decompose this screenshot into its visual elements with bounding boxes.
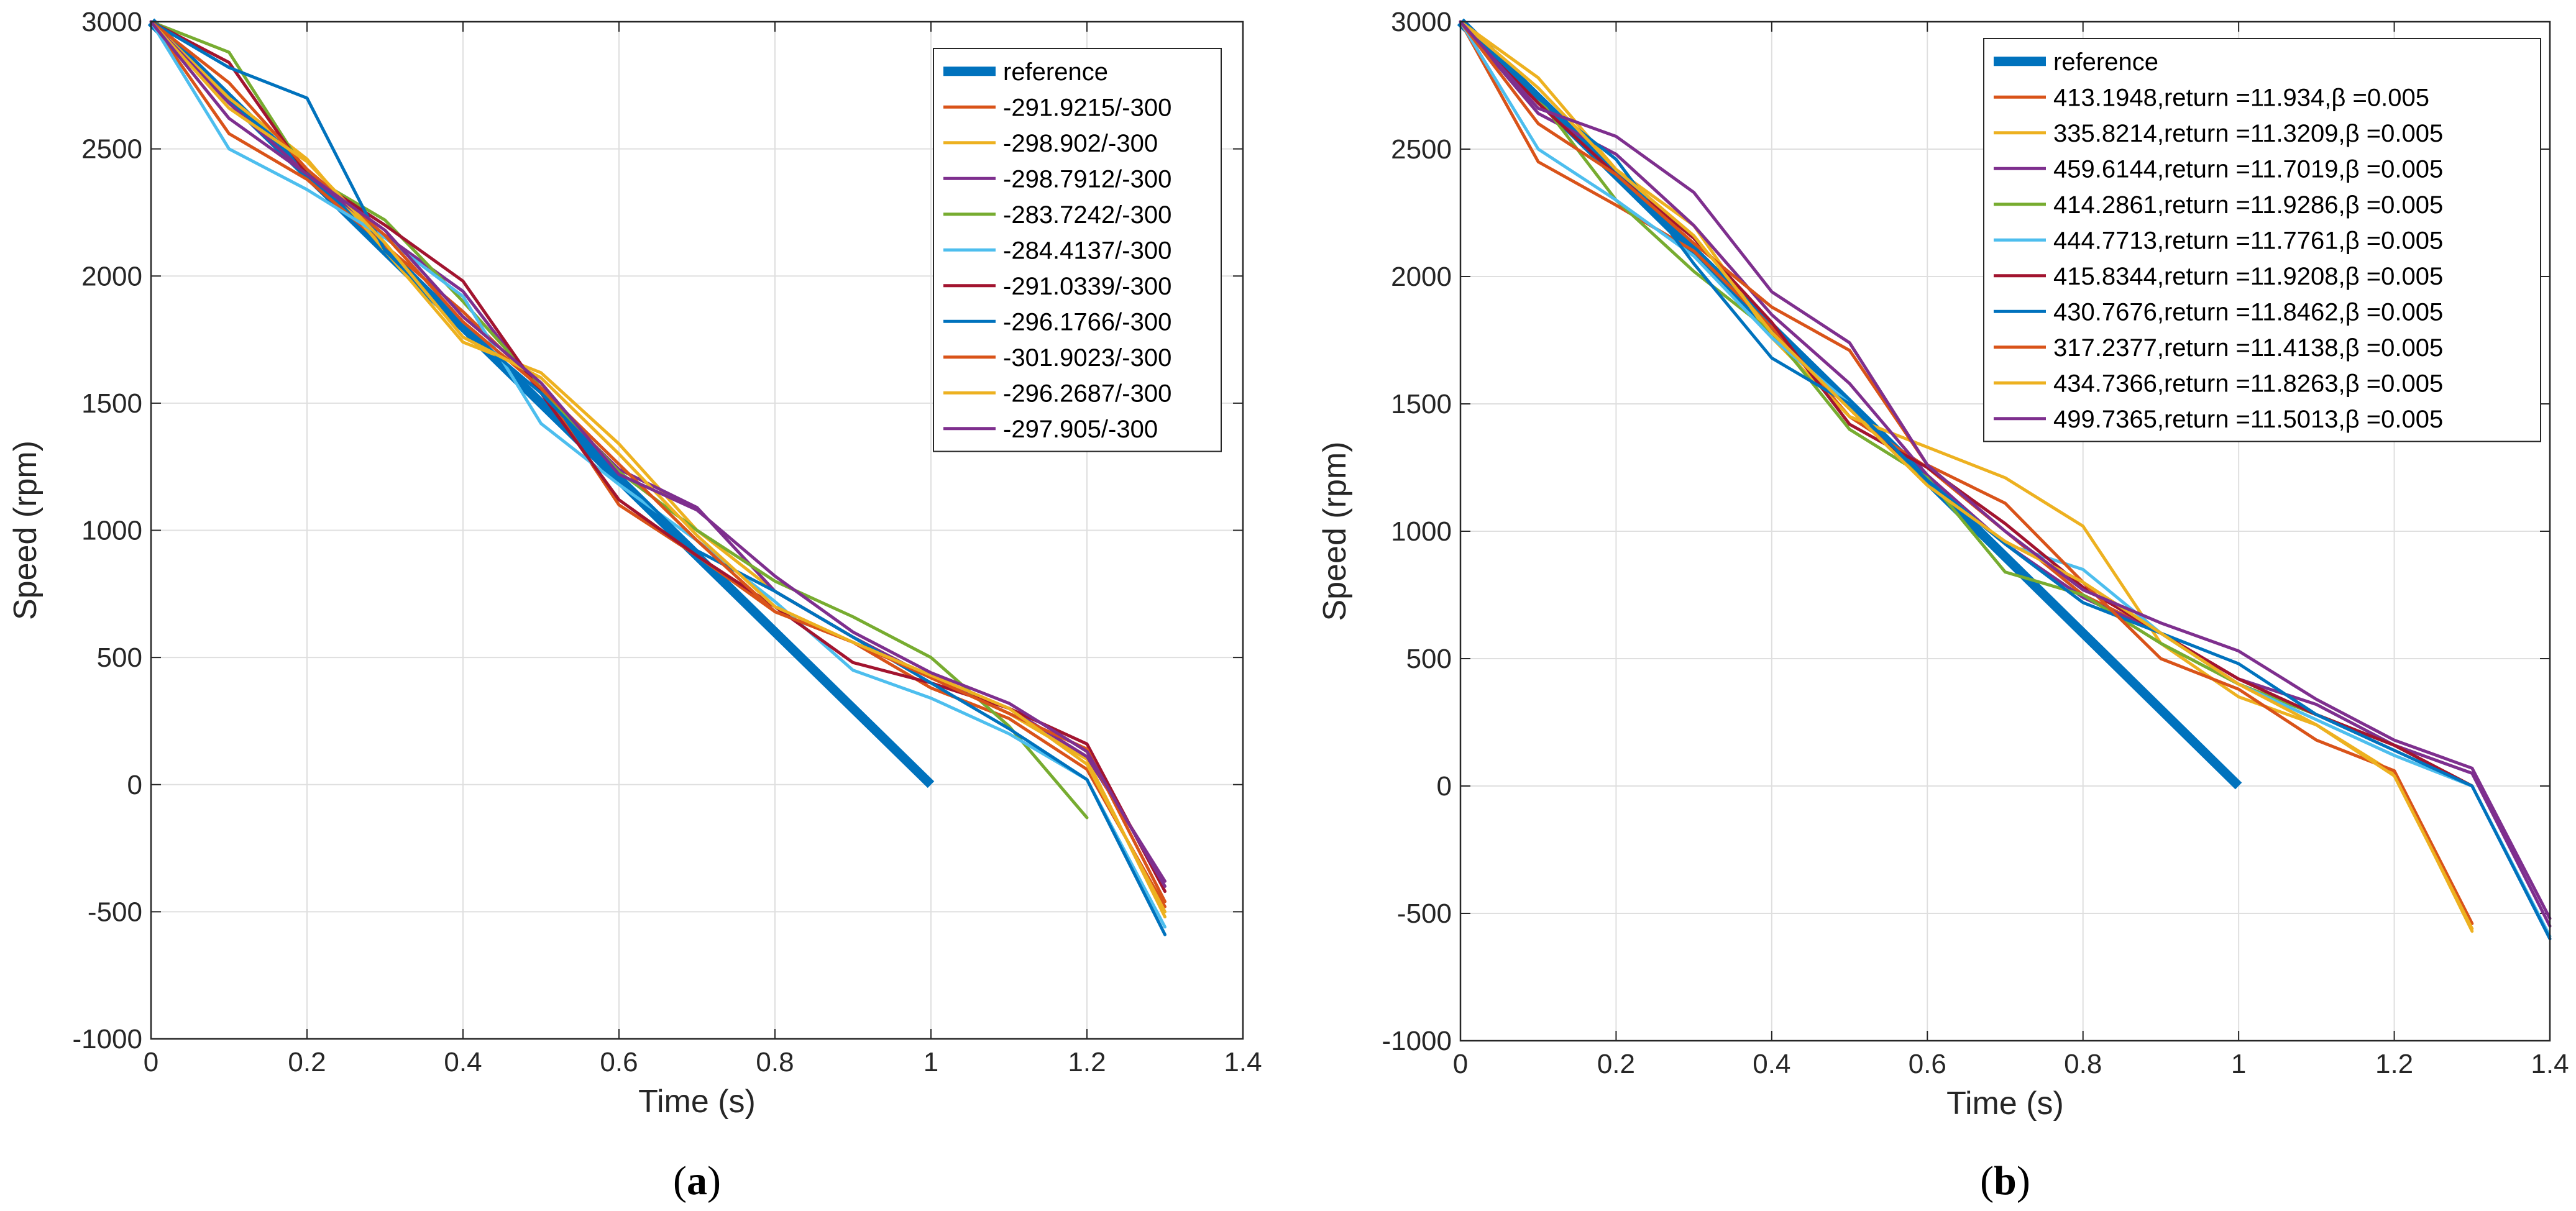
y-tick-label: 1000 (1391, 516, 1452, 547)
series-line-10 (1459, 20, 2552, 920)
y-tick-label: 3000 (1391, 7, 1452, 37)
y-tick-label: 2000 (1391, 262, 1452, 292)
legend-entry: 415.8344,return =11.9208,β =0.005 (2053, 263, 2443, 290)
legend-entry: 430.7676,return =11.8462,β =0.005 (2053, 298, 2443, 326)
series-line-8 (149, 20, 1167, 903)
series-group (1457, 18, 2552, 941)
legend-entry: 413.1948,return =11.934,β =0.005 (2053, 84, 2429, 111)
legend-entry: -296.1766/-300 (1003, 308, 1171, 336)
legend-entry: 459.6144,return =11.7019,β =0.005 (2053, 155, 2443, 183)
legend-entry: reference (1003, 58, 1108, 86)
y-tick-label: -500 (1397, 898, 1452, 929)
y-tick-label: 2500 (81, 134, 142, 165)
y-axis-label: Speed (rpm) (7, 441, 44, 620)
x-tick-label: 0.6 (1909, 1049, 1946, 1079)
legend-entry: -298.7912/-300 (1003, 165, 1171, 193)
legend-entry: 444.7713,return =11.7761,β =0.005 (2053, 227, 2443, 254)
legend-entry: -301.9023/-300 (1003, 344, 1171, 372)
y-tick-label: 3000 (81, 7, 142, 37)
legend-entry: 434.7366,return =11.8263,β =0.005 (2053, 370, 2443, 397)
x-tick-label: 0.6 (600, 1047, 638, 1077)
series-line-10 (149, 20, 1167, 888)
series-line-9 (149, 20, 1167, 913)
legend-box (1983, 38, 2541, 442)
panel-label: (b) (1980, 1158, 2030, 1204)
legend-entry: -284.4137/-300 (1003, 237, 1171, 264)
x-axis-label: Time (s) (638, 1084, 756, 1120)
y-tick-label: -500 (88, 897, 142, 927)
legend-entry: -291.9215/-300 (1003, 94, 1171, 121)
x-tick-label: 0.8 (756, 1047, 794, 1077)
series-group (147, 18, 1167, 936)
axes-box (1459, 21, 2551, 1042)
legend-entry: -298.902/-300 (1003, 130, 1158, 157)
x-tick-label: 0.4 (444, 1047, 482, 1077)
x-tick-label: 0 (1453, 1049, 1468, 1079)
series-line-9 (1459, 20, 2474, 931)
y-tick-label: 0 (127, 770, 142, 800)
y-tick-label: -1000 (72, 1024, 142, 1054)
y-tick-label: -1000 (1382, 1026, 1452, 1056)
x-tick-label: 0 (144, 1047, 158, 1077)
y-tick-label: 1500 (1391, 389, 1452, 419)
panel-label: (a) (673, 1158, 721, 1204)
legend-entry: -297.905/-300 (1003, 416, 1158, 443)
legend-entry: -296.2687/-300 (1003, 380, 1171, 407)
series-line-8 (1459, 20, 2474, 925)
series-line-7 (1459, 20, 2552, 941)
x-tick-label: 0.4 (1753, 1049, 1790, 1079)
x-tick-label: 1.4 (2531, 1049, 2569, 1079)
axes-box (150, 21, 1244, 1040)
legend-entry: 317.2377,return =11.4138,β =0.005 (2053, 334, 2443, 362)
x-tick-label: 0.2 (1597, 1049, 1635, 1079)
y-tick-label: 2000 (81, 261, 142, 291)
x-tick-label: 1 (924, 1047, 938, 1077)
x-tick-label: 1.2 (1068, 1047, 1106, 1077)
x-tick-label: 1 (2231, 1049, 2246, 1079)
x-tick-label: 1.2 (2375, 1049, 2413, 1079)
legend: reference 413.1948,return =11.934,β =0.00… (1983, 38, 2541, 442)
y-tick-label: 1000 (81, 516, 142, 546)
y-tick-label: 500 (97, 642, 142, 673)
y-tick-label: 2500 (1391, 134, 1452, 165)
x-tick-label: 0.8 (2064, 1049, 2102, 1079)
chart-panel-b: 0 0.2 0.4 0.6 0.8 1 1.2 1.4 -1000 -500 0 500 1000 150… (1317, 7, 2569, 1204)
legend-entry: -291.0339/-300 (1003, 273, 1171, 300)
y-tick-label: 1500 (81, 388, 142, 419)
legend-entry: reference (2053, 48, 2158, 76)
x-tick-label: 0.2 (288, 1047, 326, 1077)
legend: reference -291.9215/-300 -298.902/-300 -298… (933, 48, 1222, 452)
chart-panel-a: 0 0.2 0.4 0.6 0.8 1 1.2 1.4 -1000 -500 0 500 1000 150… (7, 7, 1262, 1204)
series-line-7 (149, 20, 1167, 936)
legend-entry: 414.2861,return =11.9286,β =0.005 (2053, 191, 2443, 219)
x-tick-label: 1.4 (1224, 1047, 1262, 1077)
legend-entry: 499.7365,return =11.5013,β =0.005 (2053, 406, 2443, 433)
y-axis-label: Speed (rpm) (1317, 442, 1353, 621)
x-axis-label: Time (s) (1946, 1085, 2064, 1122)
y-tick-label: 500 (1406, 644, 1452, 674)
legend-entry: 335.8214,return =11.3209,β =0.005 (2053, 120, 2443, 147)
y-tick-label: 0 (1437, 771, 1452, 802)
legend-entry: -283.7242/-300 (1003, 201, 1171, 229)
